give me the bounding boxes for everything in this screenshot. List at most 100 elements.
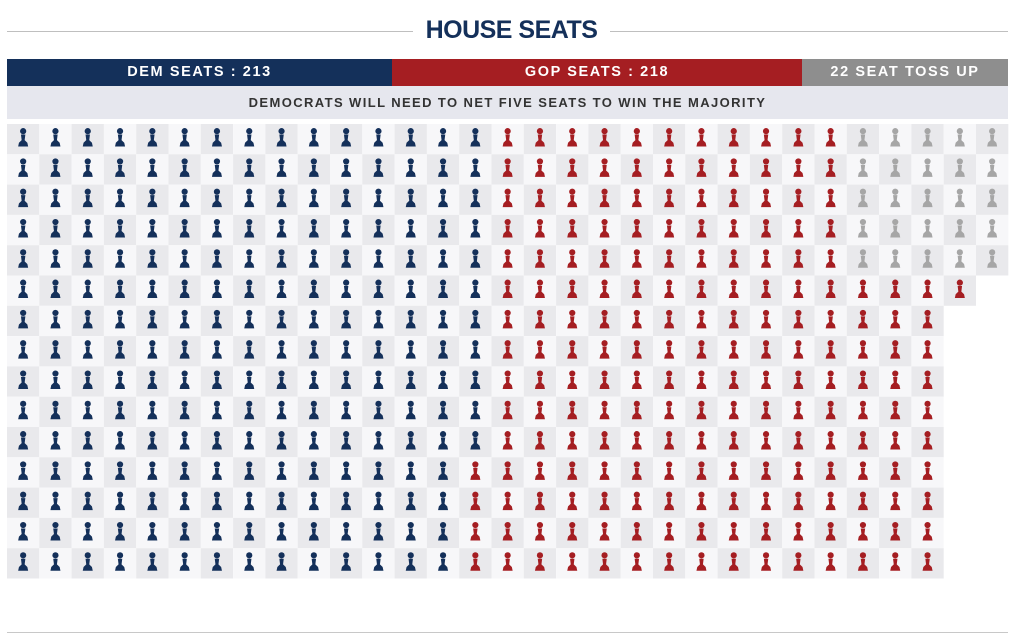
dem-seat-icon [438, 128, 449, 147]
dem-seat-icon [179, 218, 190, 238]
dem-seat-icon [405, 461, 416, 480]
gop-seat-icon [567, 431, 578, 450]
dem-seat-icon [308, 400, 319, 420]
dem-seat-icon [373, 491, 384, 511]
dem-seat-icon [276, 521, 287, 541]
toss-seat-icon [857, 249, 868, 268]
dem-seat-icon [115, 521, 126, 541]
gop-seat-icon [664, 340, 675, 359]
title-row: HOUSE SEATS [7, 14, 1008, 50]
dem-seat-icon [179, 461, 190, 480]
toss-seat-icon [987, 188, 998, 208]
dem-seat-icon [147, 431, 158, 450]
dem-seat-icon [147, 491, 158, 511]
dem-seat-icon [276, 128, 287, 147]
dem-seat-icon [438, 370, 449, 389]
dem-seat-icon [470, 309, 481, 329]
dem-seat-icon [179, 340, 190, 359]
gop-seat-icon [502, 491, 513, 511]
gop-seat-icon [761, 128, 772, 147]
dem-seat-icon [244, 340, 255, 359]
gop-seat-icon [599, 188, 610, 208]
gop-seat-icon [664, 158, 675, 177]
gop-seat-icon [502, 188, 513, 208]
dem-seat-icon [115, 188, 126, 208]
gop-seat-icon [631, 552, 642, 571]
gop-seat-icon [857, 279, 868, 299]
gop-seat-icon [534, 279, 545, 299]
gop-seat-icon [664, 279, 675, 299]
dem-seat-icon [82, 461, 93, 480]
dem-seat-icon [405, 340, 416, 359]
dem-seat-icon [82, 188, 93, 208]
toss-up-label: 22 SEAT TOSS UP [802, 59, 1008, 86]
toss-seat-icon [987, 158, 998, 177]
dem-seat-icon [438, 521, 449, 541]
dem-seat-icon [115, 279, 126, 299]
dem-seat-icon [82, 128, 93, 147]
dem-seat-icon [147, 461, 158, 480]
gop-seat-icon [922, 431, 933, 450]
dem-seat-icon [18, 309, 29, 329]
dem-seat-icon [244, 431, 255, 450]
dem-seat-icon [115, 370, 126, 389]
dem-seat-icon [373, 309, 384, 329]
dem-seat-icon [341, 552, 352, 571]
gop-seat-icon [761, 370, 772, 389]
dem-seat-icon [147, 128, 158, 147]
gop-seat-icon [599, 279, 610, 299]
gop-seat-icon [728, 218, 739, 238]
gop-seat-icon [825, 491, 836, 511]
dem-seat-icon [373, 218, 384, 238]
dem-seat-icon [18, 461, 29, 480]
toss-seat-icon [857, 188, 868, 208]
dem-seat-icon [405, 491, 416, 511]
gop-seat-icon [825, 279, 836, 299]
gop-seat-icon [631, 431, 642, 450]
dem-seat-icon [438, 309, 449, 329]
gop-seat-icon [599, 431, 610, 450]
gop-seat-icon [793, 279, 804, 299]
dem-seat-icon [438, 461, 449, 480]
toss-seat-icon [922, 218, 933, 238]
dem-seat-icon [308, 552, 319, 571]
dem-seat-icon [276, 309, 287, 329]
dem-seat-icon [405, 128, 416, 147]
gop-seat-icon [664, 521, 675, 541]
gop-seat-icon [793, 249, 804, 268]
dem-seat-icon [147, 370, 158, 389]
dem-seat-icon [179, 370, 190, 389]
gop-seat-icon [567, 249, 578, 268]
dem-seat-icon [50, 249, 61, 268]
dem-seat-icon [276, 431, 287, 450]
gop-seat-icon [631, 491, 642, 511]
gop-seat-icon [502, 400, 513, 420]
dem-seat-icon [308, 370, 319, 389]
gop-seat-icon [761, 188, 772, 208]
gop-seat-icon [567, 461, 578, 480]
gop-seat-icon [502, 521, 513, 541]
title-divider-left [7, 31, 413, 32]
dem-seat-icon [308, 158, 319, 177]
gop-seat-icon [470, 552, 481, 571]
gop-seat-icon [631, 461, 642, 480]
dem-seat-icon [373, 461, 384, 480]
gop-seat-icon [728, 370, 739, 389]
dem-seat-icon [405, 249, 416, 268]
dem-seat-icon [211, 249, 222, 268]
dem-seat-icon [18, 400, 29, 420]
gop-seat-icon [825, 431, 836, 450]
gop-seat-icon [534, 491, 545, 511]
dem-seat-icon [115, 461, 126, 480]
gop-seat-icon [857, 340, 868, 359]
dem-seat-icon [438, 158, 449, 177]
gop-seat-icon [534, 521, 545, 541]
gop-seat-icon [631, 249, 642, 268]
gop-seat-icon [567, 521, 578, 541]
gop-seat-icon [857, 461, 868, 480]
dem-seat-icon [244, 461, 255, 480]
dem-seat-icon [82, 552, 93, 571]
dem-seat-icon [276, 552, 287, 571]
dem-seat-icon [179, 552, 190, 571]
